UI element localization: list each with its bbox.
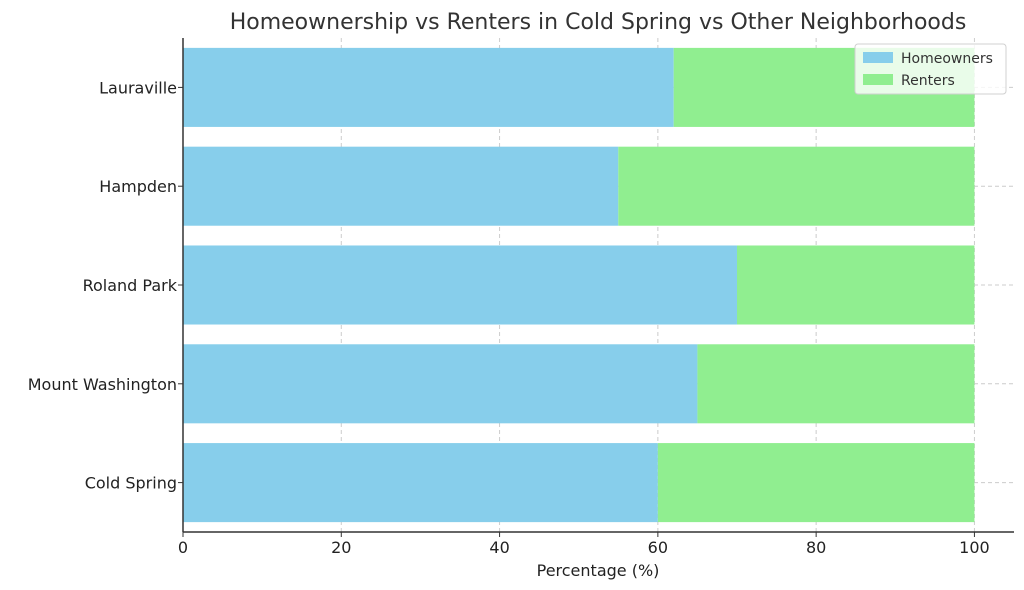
bar-homeowners-roland-park [183,245,737,325]
bars [183,47,975,523]
y-tick-label: Cold Spring [85,474,177,493]
x-axis-label: Percentage (%) [537,561,660,580]
bar-homeowners-cold-spring [183,443,658,523]
x-tick-label: 20 [331,538,351,557]
legend: Homeowners Renters [854,43,1007,95]
bar-renters-cold-spring [657,443,975,523]
bar-renters-roland-park [737,245,975,325]
bar-homeowners-hampden [183,146,619,226]
legend-label-renters: Renters [901,73,955,89]
bar-homeowners-lauraville [183,47,674,127]
bar-renters-mount-washington [697,344,975,424]
x-tick-label: 0 [178,538,188,557]
x-tick-label: 80 [806,538,826,557]
y-tick-label: Roland Park [83,276,178,295]
x-tick-label: 60 [648,538,668,557]
legend-swatch-homeowners [863,52,893,63]
y-tick-label: Lauraville [99,78,177,97]
axes: 0 20 40 60 80 100 Cold Spring Mount Washington R… [28,38,1014,557]
y-tick-label: Mount Washington [28,375,177,394]
y-tick-label: Hampden [99,177,177,196]
legend-label-homeowners: Homeowners [901,51,993,67]
bar-renters-hampden [618,146,975,226]
bar-homeowners-mount-washington [183,344,698,424]
x-tick-label: 100 [959,538,990,557]
legend-swatch-renters [863,74,893,85]
chart-title: Homeownership vs Renters in Cold Spring … [230,10,967,35]
x-tick-label: 40 [489,538,509,557]
